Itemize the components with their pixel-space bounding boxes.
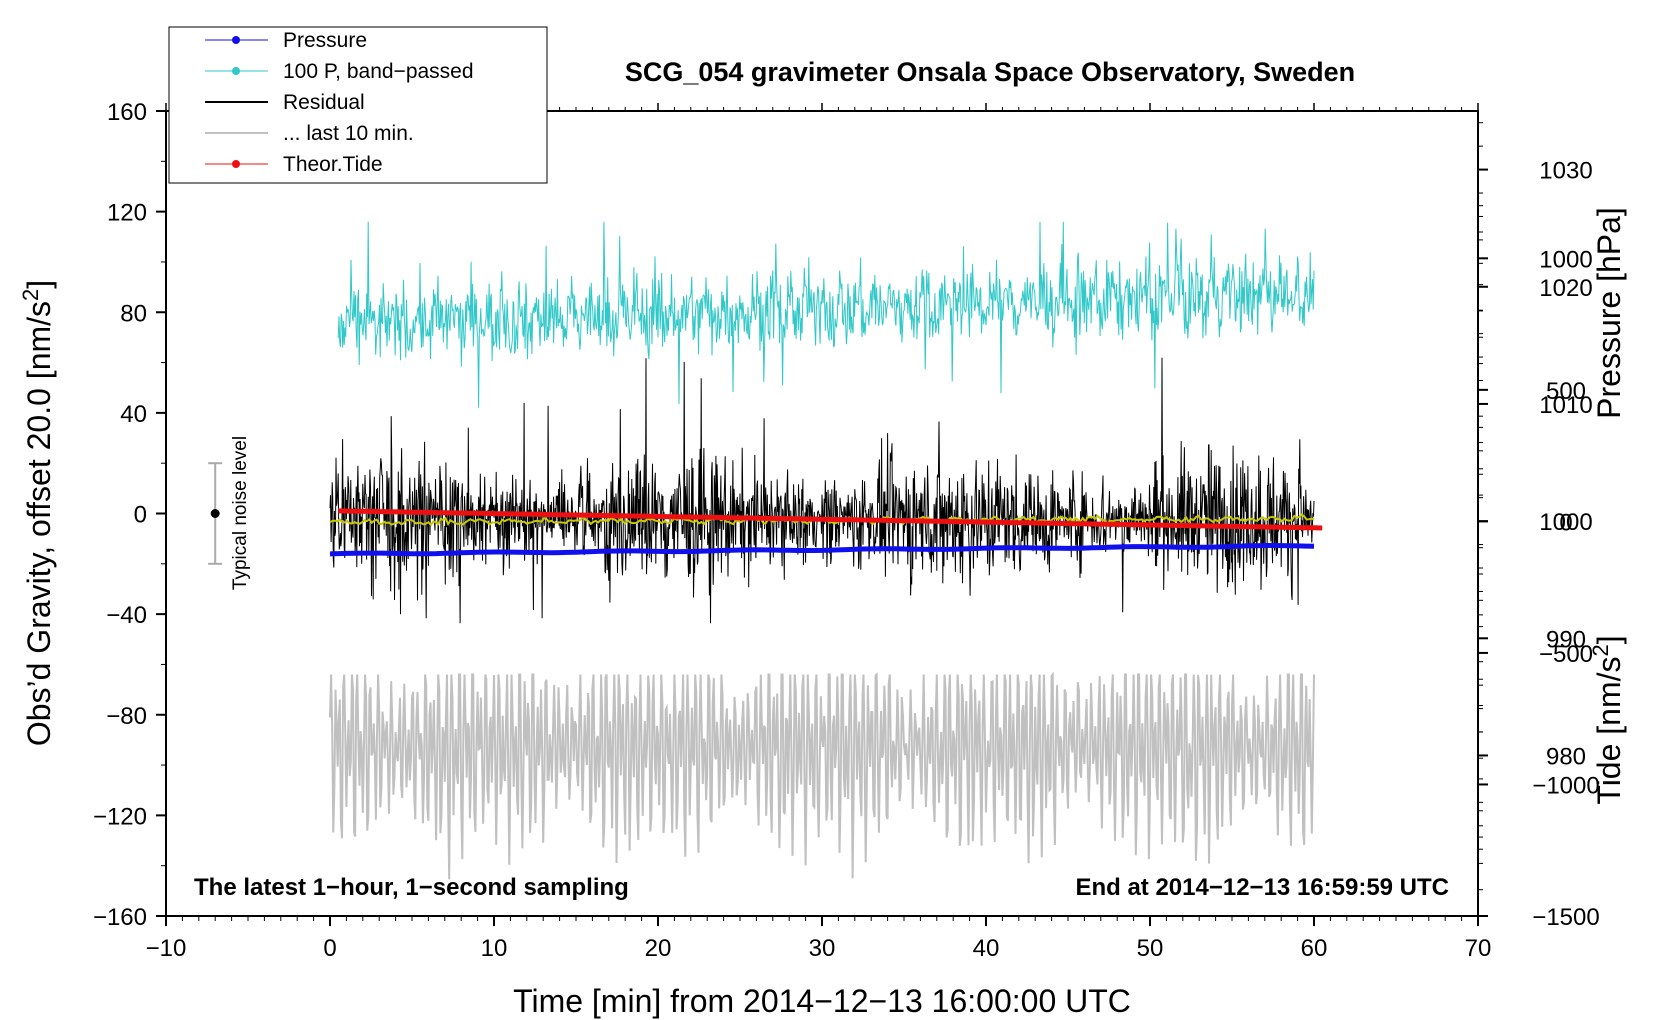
x-tick-label: −10: [146, 935, 187, 962]
y-axis-pressure-title: Pressure [hPa]: [1591, 207, 1627, 419]
tide-tick-label: −1500: [1532, 904, 1599, 931]
tide-line: [338, 508, 1323, 531]
x-tick-label: 0: [323, 935, 336, 962]
y-tick-label: 120: [107, 200, 147, 227]
legend-label-4: Theor.Tide: [283, 153, 383, 176]
y-axis-tide: 1000 500 0 −500 −1000 −1500: [1478, 205, 1600, 931]
y-tick-label: −120: [93, 803, 147, 830]
legend-marker-0: [232, 36, 240, 44]
residual-line: [329, 357, 1315, 624]
y-tick-label: 160: [107, 99, 147, 126]
plot-area: [208, 221, 1323, 880]
legend-label-0: Pressure: [283, 29, 367, 52]
pressure-tick-label: 980: [1546, 743, 1586, 770]
x-tick-label: 50: [1137, 935, 1164, 962]
noise-level-label: Typical noise level: [230, 436, 251, 590]
y-axis-tide-title: Tide [nm/s2]: [1588, 635, 1627, 804]
legend-marker-1: [232, 67, 240, 75]
x-tick-label: 10: [481, 935, 508, 962]
series-residual: [329, 357, 1315, 624]
y-tick-label: −40: [106, 602, 147, 629]
noise-bar-center: [210, 509, 220, 518]
y-tick-label: −160: [93, 904, 147, 931]
x-tick-label: 30: [809, 935, 836, 962]
series-last10: [329, 671, 1315, 880]
tide-tick-label: −1000: [1532, 772, 1599, 799]
y-axis-left: 160 120 80 40 0 −40 −80 −120 −160: [93, 99, 166, 931]
pressure-line: [329, 543, 1315, 557]
chart-title: SCG_054 gravimeter Onsala Space Observat…: [625, 57, 1355, 87]
x-tick-label: 70: [1465, 935, 1492, 962]
annotation-latest-hour: The latest 1−hour, 1−second sampling: [194, 874, 629, 901]
y-tick-label: 80: [120, 300, 147, 327]
x-tick-label: 60: [1301, 935, 1328, 962]
x-tick-label: 40: [973, 935, 1000, 962]
y-tick-label: 40: [120, 401, 147, 428]
tide-tick-label: 1000: [1539, 246, 1592, 273]
pressure-tick-label: 1010: [1539, 392, 1592, 419]
y-axis-left-title: Obs’d Gravity, offset 20.0 [nm/s2]: [18, 280, 57, 746]
pressure-tick-label: 1020: [1539, 275, 1592, 302]
series-tide: [338, 508, 1323, 531]
legend-marker-4: [232, 160, 240, 168]
pressure-tick-label: 1030: [1539, 158, 1592, 185]
legend: Pressure 100 P, band−passed Residual ... la…: [168, 26, 548, 184]
y-tick-label: −80: [106, 703, 147, 730]
annotation-end-time: End at 2014−12−13 16:59:59 UTC: [1075, 874, 1449, 901]
last10-line: [329, 671, 1315, 880]
legend-label-1: 100 P, band−passed: [283, 60, 474, 83]
y-tick-label: 0: [134, 502, 147, 529]
tide-tick-label: 0: [1559, 509, 1572, 536]
series-pressure: [329, 543, 1315, 557]
bandpassed-line: [337, 221, 1315, 408]
tide-tick-label: −500: [1539, 641, 1593, 668]
series-bandpassed: [337, 221, 1315, 408]
y-axis-pressure: 1030 1020 1010 1000 990 980: [1478, 122, 1593, 850]
legend-box: [168, 26, 548, 184]
noise-level-bar: [208, 462, 223, 565]
pressure-tick-label: 990: [1546, 626, 1586, 653]
x-axis-title: Time [min] from 2014−12−13 16:00:00 UTC: [513, 983, 1131, 1019]
pressure-tick-label: 1000: [1539, 509, 1592, 536]
legend-label-2: Residual: [283, 91, 365, 114]
legend-label-3: ... last 10 min.: [283, 122, 414, 145]
x-tick-label: 20: [645, 935, 672, 962]
tide-tick-label: 500: [1546, 378, 1586, 405]
x-axis: −10 0 10 20 30 40 50 60 70: [146, 103, 1492, 962]
